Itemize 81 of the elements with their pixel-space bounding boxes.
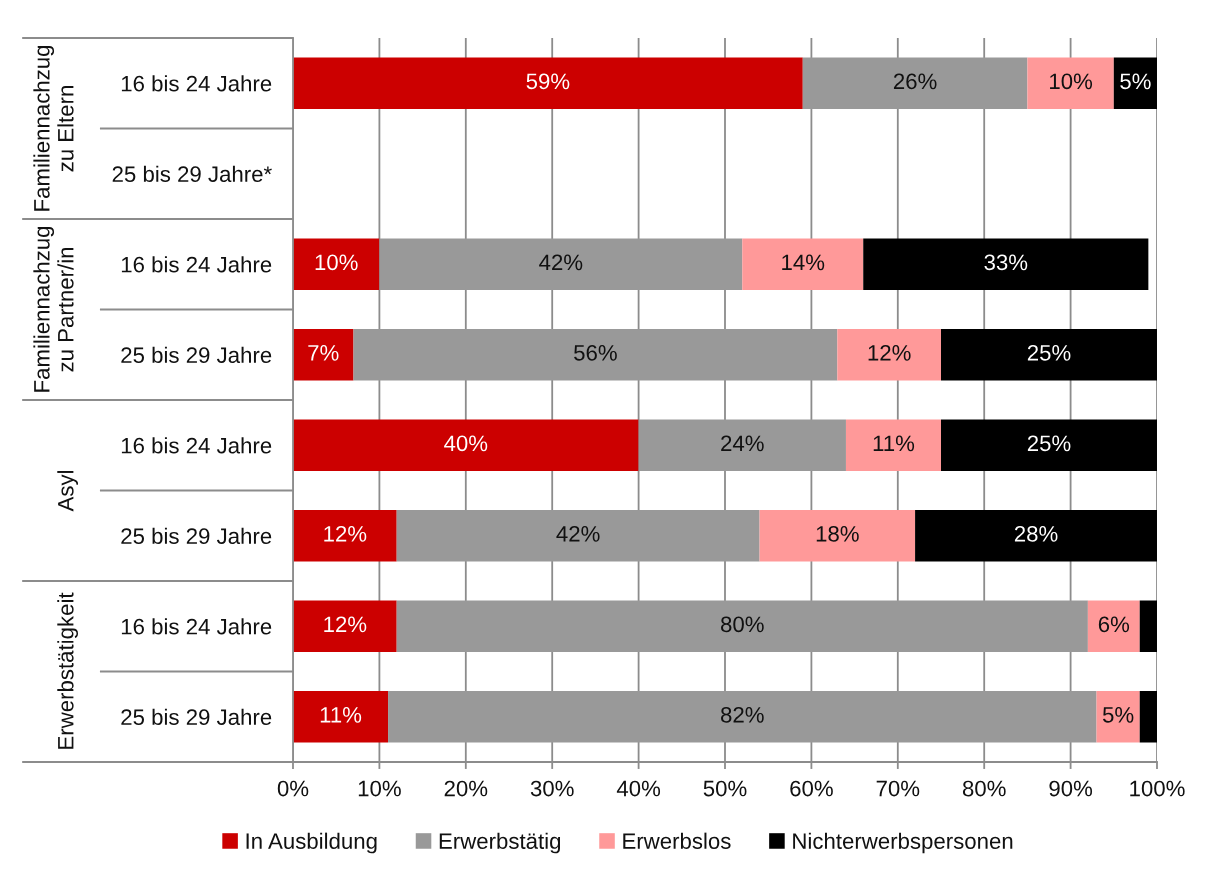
bar	[1139, 690, 1157, 743]
text: Asyl	[57, 471, 78, 512]
bar	[1087, 600, 1140, 653]
bar	[1027, 57, 1114, 110]
legend-label: Erwerbstätig	[439, 832, 561, 854]
y-tick-label: 16 bis 24 Jahre	[121, 618, 272, 635]
data-label: 10%	[315, 254, 358, 271]
bar	[396, 600, 1088, 653]
data-label: 42%	[539, 254, 583, 271]
data-label: 25%	[1027, 344, 1071, 361]
bar	[802, 57, 1028, 110]
bar	[941, 419, 1157, 472]
data-label: 5%	[1120, 73, 1151, 90]
data-label: 11%	[320, 707, 362, 723]
y-tick-label: 25 bis 29 Jahre*	[112, 165, 272, 183]
x-tick-label: 90%	[1049, 780, 1093, 797]
bar	[293, 509, 397, 562]
legend-label: Nichterwerbspersonen	[793, 832, 1013, 854]
bar	[293, 419, 639, 472]
legend-label: Erwerbslos	[623, 832, 731, 849]
bar	[1139, 600, 1157, 653]
bar	[837, 328, 941, 381]
data-label: 25%	[1027, 435, 1071, 452]
bar	[941, 328, 1157, 381]
data-label: 42%	[556, 525, 600, 542]
data-label: 56%	[574, 344, 617, 361]
y-tick-label: 16 bis 24 Jahre	[121, 75, 272, 92]
bar	[638, 419, 846, 472]
bar	[1113, 57, 1157, 110]
x-tick-label: 80%	[962, 780, 1006, 797]
y-tick-label: 25 bis 29 Jahre	[121, 708, 272, 726]
text: Familiennachzug zu Eltern	[33, 45, 74, 211]
y-tick-label: 16 bis 24 Jahre	[121, 437, 272, 454]
data-label: 26%	[893, 73, 937, 90]
data-label: 28%	[1014, 525, 1058, 542]
bar	[396, 509, 760, 562]
x-tick-label: 10%	[358, 780, 401, 797]
x-tick-label: 0%	[277, 780, 309, 797]
text: Familiennachzug zu Partner/in	[33, 226, 74, 392]
y-tick-label: 16 bis 24 Jahre	[121, 256, 272, 273]
data-label: 59%	[526, 73, 570, 90]
data-label: 12%	[868, 344, 911, 361]
bar	[293, 600, 397, 653]
x-tick-label: 30%	[530, 780, 574, 797]
bar	[388, 690, 1097, 743]
data-label: 14%	[782, 254, 825, 271]
y-tick-label: 25 bis 29 Jahre	[121, 346, 272, 364]
text: Erwerbstätigkeit	[57, 592, 78, 749]
x-tick-label: 100%	[1130, 780, 1185, 797]
data-label: 7%	[308, 345, 339, 361]
y-tick-label: 25 bis 29 Jahre	[121, 527, 272, 545]
data-label: 18%	[816, 525, 859, 542]
bar	[293, 57, 803, 110]
x-tick-label: 60%	[790, 780, 833, 797]
bar	[353, 328, 838, 381]
bar	[293, 690, 389, 743]
data-label: 12%	[324, 616, 367, 633]
x-tick-label: 20%	[444, 780, 488, 797]
data-label: 80%	[721, 616, 764, 633]
x-tick-label: 70%	[876, 780, 920, 797]
bar	[915, 509, 1157, 562]
bar	[293, 328, 354, 381]
data-label: 24%	[721, 435, 764, 452]
data-label: 12%	[324, 525, 367, 542]
bar	[742, 238, 864, 291]
bar	[1096, 690, 1140, 743]
data-label: 10%	[1050, 73, 1093, 90]
data-label: 11%	[873, 435, 915, 452]
bar	[759, 509, 916, 562]
data-label: 6%	[1098, 616, 1130, 633]
data-label: 40%	[444, 435, 488, 452]
bar	[845, 419, 941, 472]
legend-label: In Ausbildung	[246, 832, 377, 854]
x-tick-label: 40%	[616, 780, 661, 797]
bar	[863, 238, 1149, 291]
bar	[293, 238, 380, 291]
data-label: 82%	[721, 706, 764, 723]
data-label: 33%	[984, 254, 1028, 271]
bar	[379, 238, 743, 291]
data-label: 5%	[1102, 707, 1134, 723]
x-tick-label: 50%	[703, 780, 747, 797]
